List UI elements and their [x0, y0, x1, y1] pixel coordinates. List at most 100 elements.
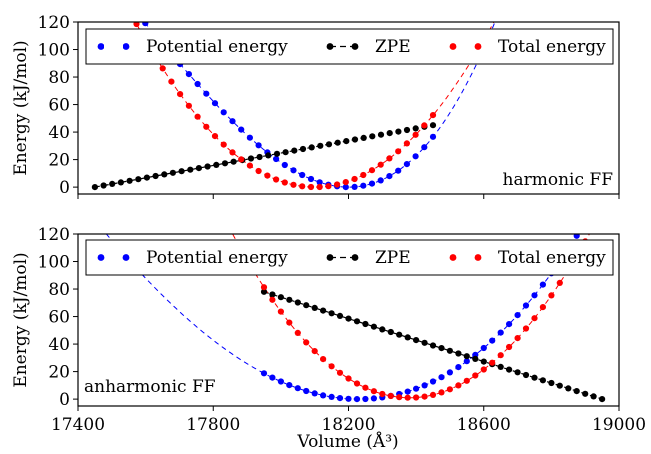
y-tick-label: 60: [48, 96, 70, 116]
zpe-line: [94, 124, 434, 188]
data-point: [531, 292, 538, 299]
data-point: [282, 149, 289, 156]
data-point: [582, 219, 588, 225]
data-point: [264, 172, 271, 179]
data-point: [291, 147, 298, 154]
panel-annotation: harmonic FF: [503, 170, 614, 190]
data-point: [135, 176, 142, 183]
data-point: [368, 167, 376, 174]
data-point: [421, 382, 428, 389]
x-tick-label: 19000: [592, 415, 646, 435]
data-point: [269, 374, 276, 381]
legend-entry-potential: Potential energy: [97, 248, 288, 268]
data-point: [133, 22, 140, 28]
data-point: [246, 134, 253, 141]
data-point: [386, 173, 393, 180]
data-point: [395, 167, 402, 174]
data-point: [325, 183, 332, 190]
data-point: [260, 284, 268, 291]
data-point: [489, 337, 496, 344]
y-ticks: 0 20 40 60 80 100 120: [38, 225, 78, 410]
data-point: [211, 133, 219, 140]
y-tick-label: 100: [38, 253, 70, 273]
data-point: [599, 207, 605, 213]
data-point: [395, 128, 402, 135]
data-point: [506, 343, 513, 351]
x-tick-label: 18600: [457, 415, 511, 435]
data-point: [370, 388, 377, 395]
data-point: [413, 337, 420, 344]
data-point: [429, 391, 437, 398]
data-point: [497, 363, 504, 370]
data-point: [303, 387, 310, 395]
data-point: [299, 171, 306, 179]
data-point: [421, 144, 428, 151]
data-point: [320, 392, 327, 399]
data-point: [203, 123, 210, 130]
data-point: [360, 182, 367, 189]
data-point: [531, 315, 538, 322]
data-point: [368, 180, 376, 187]
legend-label-potential: Potential energy: [146, 248, 288, 268]
data-point: [429, 342, 437, 349]
data-point: [168, 78, 175, 85]
data-point: [220, 109, 227, 116]
fit-curve: [143, 22, 496, 188]
data-point: [152, 172, 159, 180]
data-point: [480, 344, 487, 352]
data-point: [362, 384, 369, 391]
data-point: [307, 183, 315, 191]
data-point: [142, 22, 149, 27]
data-point: [404, 394, 411, 401]
data-point: [311, 304, 318, 311]
fit-curves: [94, 22, 496, 188]
y-tick-label: 20: [48, 151, 70, 171]
data-point: [220, 141, 227, 148]
data-point: [342, 184, 349, 191]
data-point: [125, 0, 131, 6]
data-point: [429, 122, 437, 129]
data-point: [286, 319, 293, 326]
data-point: [286, 296, 293, 303]
x-ticks: [77, 194, 620, 199]
data-point: [353, 318, 361, 325]
data-point: [334, 181, 341, 188]
data-point: [591, 205, 597, 211]
y-axis-title: Energy (kJ/mol): [11, 252, 31, 387]
legend: Potential energy ZPE Total energy: [85, 239, 614, 276]
data-point: [379, 326, 386, 333]
data-point: [556, 279, 563, 286]
data-point: [429, 378, 437, 385]
data-point: [497, 329, 504, 336]
data-point: [126, 177, 133, 184]
data-point: [294, 329, 301, 336]
x-tick-label: 17400: [51, 415, 105, 435]
data-point: [404, 334, 411, 341]
data-point: [489, 359, 496, 366]
data-point: [246, 162, 253, 169]
data-point: [294, 299, 301, 306]
data-point: [377, 131, 385, 138]
data-point: [286, 382, 293, 389]
y-tick-label: 120: [38, 225, 70, 245]
data-point: [386, 130, 393, 137]
data-point: [307, 175, 315, 183]
y-tick-label: 40: [48, 335, 70, 355]
data-point: [159, 65, 166, 72]
data-point: [403, 161, 410, 168]
data-point: [514, 335, 521, 342]
data-point: [463, 358, 470, 365]
data-point: [396, 394, 403, 401]
data-point: [599, 396, 606, 403]
data-point: [281, 179, 288, 186]
data-point: [404, 388, 411, 395]
legend-label-potential: Potential energy: [146, 37, 288, 57]
data-point: [277, 294, 284, 301]
data-point: [377, 177, 384, 184]
data-point: [229, 149, 236, 156]
legend-label-zpe: ZPE: [375, 37, 411, 57]
data-point: [556, 382, 563, 389]
data-point: [316, 183, 323, 191]
data-point: [273, 155, 280, 163]
legend-entry-zpe: ZPE: [326, 37, 411, 57]
